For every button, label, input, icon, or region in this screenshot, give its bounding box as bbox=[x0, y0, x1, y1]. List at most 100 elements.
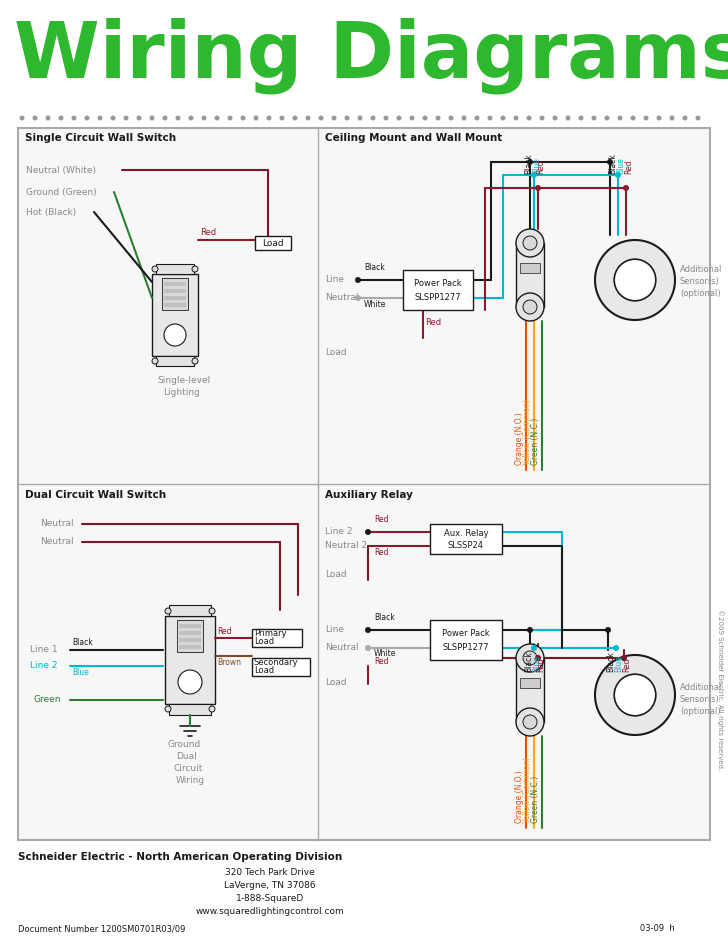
Text: Red: Red bbox=[374, 657, 389, 666]
Circle shape bbox=[319, 116, 323, 121]
Bar bbox=[252, 658, 310, 676]
Circle shape bbox=[371, 116, 376, 121]
Bar bbox=[255, 236, 291, 250]
Text: 1-888-SquareD: 1-888-SquareD bbox=[236, 894, 304, 903]
Text: Document Number 1200SM0701R03/09: Document Number 1200SM0701R03/09 bbox=[18, 924, 186, 933]
Circle shape bbox=[45, 116, 50, 121]
Text: Black: Black bbox=[608, 154, 617, 174]
Circle shape bbox=[527, 627, 533, 633]
Text: Black: Black bbox=[606, 651, 615, 672]
Circle shape bbox=[365, 627, 371, 633]
Text: Red: Red bbox=[374, 548, 389, 557]
Circle shape bbox=[165, 608, 171, 614]
Text: Blue: Blue bbox=[72, 668, 89, 677]
Circle shape bbox=[695, 116, 700, 121]
Circle shape bbox=[523, 300, 537, 314]
Circle shape bbox=[149, 116, 154, 121]
Circle shape bbox=[209, 608, 215, 614]
Bar bbox=[177, 620, 203, 652]
Text: Load: Load bbox=[325, 570, 347, 579]
Text: Orange (N.O.): Orange (N.O.) bbox=[515, 413, 524, 465]
Circle shape bbox=[683, 116, 687, 121]
Text: Line 2: Line 2 bbox=[30, 661, 58, 671]
Circle shape bbox=[397, 116, 402, 121]
Text: Aux. Relay: Aux. Relay bbox=[443, 529, 488, 539]
Text: Blue: Blue bbox=[614, 655, 623, 672]
Circle shape bbox=[175, 116, 181, 121]
Text: Dual Circuit Wall Switch: Dual Circuit Wall Switch bbox=[25, 490, 166, 500]
Text: Black: Black bbox=[364, 263, 385, 272]
Bar bbox=[520, 678, 540, 688]
Circle shape bbox=[523, 651, 537, 665]
Circle shape bbox=[615, 172, 621, 178]
Circle shape bbox=[293, 116, 298, 121]
Circle shape bbox=[605, 627, 611, 633]
Text: Ground (Green): Ground (Green) bbox=[26, 187, 97, 197]
Circle shape bbox=[33, 116, 38, 121]
Text: Black: Black bbox=[524, 651, 533, 672]
Bar bbox=[179, 624, 201, 628]
Circle shape bbox=[670, 116, 675, 121]
Bar bbox=[516, 658, 544, 722]
Text: Circuit: Circuit bbox=[174, 764, 203, 773]
Text: Red: Red bbox=[536, 159, 545, 174]
Circle shape bbox=[202, 116, 207, 121]
Circle shape bbox=[513, 116, 518, 121]
Circle shape bbox=[215, 116, 220, 121]
Circle shape bbox=[137, 116, 141, 121]
Text: Load: Load bbox=[325, 348, 347, 357]
Text: Dual: Dual bbox=[176, 752, 197, 761]
Bar bbox=[403, 270, 473, 310]
Text: Red: Red bbox=[622, 658, 631, 672]
Text: Yellow (Common): Yellow (Common) bbox=[523, 756, 532, 823]
Circle shape bbox=[422, 116, 427, 121]
Circle shape bbox=[164, 324, 186, 346]
Bar bbox=[169, 704, 211, 715]
Text: Red: Red bbox=[217, 627, 232, 636]
Text: SLSPP1277: SLSPP1277 bbox=[415, 293, 462, 301]
Bar bbox=[430, 620, 502, 660]
Text: Additional: Additional bbox=[680, 265, 722, 274]
Circle shape bbox=[165, 706, 171, 712]
Circle shape bbox=[623, 185, 629, 191]
Circle shape bbox=[630, 116, 636, 121]
Text: Neutral: Neutral bbox=[325, 294, 359, 302]
Text: Red: Red bbox=[425, 318, 441, 327]
Text: Black: Black bbox=[524, 154, 533, 174]
Text: Additional: Additional bbox=[680, 683, 722, 692]
Bar bbox=[169, 605, 211, 616]
Circle shape bbox=[607, 159, 613, 165]
Text: Schneider Electric - North American Operating Division: Schneider Electric - North American Oper… bbox=[18, 852, 342, 862]
Circle shape bbox=[266, 116, 272, 121]
Bar bbox=[156, 264, 194, 274]
Circle shape bbox=[475, 116, 480, 121]
Circle shape bbox=[592, 116, 596, 121]
Circle shape bbox=[595, 655, 675, 735]
Circle shape bbox=[20, 116, 25, 121]
Text: White: White bbox=[364, 300, 387, 309]
Circle shape bbox=[527, 159, 533, 165]
Bar bbox=[516, 243, 544, 307]
Text: Line 1: Line 1 bbox=[30, 645, 58, 655]
Text: Neutral (White): Neutral (White) bbox=[26, 166, 96, 174]
Text: Neutral 2: Neutral 2 bbox=[325, 542, 367, 550]
Text: Secondary: Secondary bbox=[254, 658, 298, 667]
Text: Power Pack: Power Pack bbox=[414, 280, 462, 288]
Text: Green (N.C.): Green (N.C.) bbox=[531, 417, 540, 465]
Circle shape bbox=[162, 116, 167, 121]
Bar bbox=[18, 128, 710, 840]
Text: White: White bbox=[374, 649, 396, 658]
Circle shape bbox=[365, 645, 371, 651]
Circle shape bbox=[280, 116, 285, 121]
Text: Blue: Blue bbox=[616, 157, 625, 174]
Bar bbox=[164, 296, 186, 300]
Circle shape bbox=[531, 645, 537, 651]
Circle shape bbox=[516, 293, 544, 321]
Circle shape bbox=[240, 116, 245, 121]
Text: Sensor(s): Sensor(s) bbox=[680, 695, 720, 704]
Bar bbox=[162, 278, 188, 310]
Circle shape bbox=[357, 116, 363, 121]
Circle shape bbox=[365, 529, 371, 535]
Circle shape bbox=[535, 655, 541, 661]
Text: Red: Red bbox=[536, 658, 545, 672]
